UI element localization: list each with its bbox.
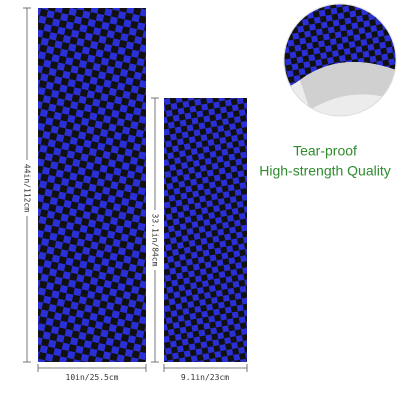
large-grip-tape: [38, 8, 146, 362]
label-bg: [22, 160, 32, 216]
circle-border: [283, 3, 397, 117]
label-bg: [150, 210, 160, 270]
detail-circle: [284, 4, 396, 116]
small-width-label: 9.1in/23cm: [181, 373, 229, 382]
large-height-label: 44in/112cm: [23, 164, 32, 212]
feature-text: Tear-proof: [293, 143, 357, 159]
small-height-label: 33.1in/84cm: [151, 214, 160, 267]
small-grip-tape: [164, 98, 247, 362]
large-width-label: 10in/25.5cm: [66, 373, 119, 382]
feature-text: High-strength Quality: [259, 163, 391, 179]
